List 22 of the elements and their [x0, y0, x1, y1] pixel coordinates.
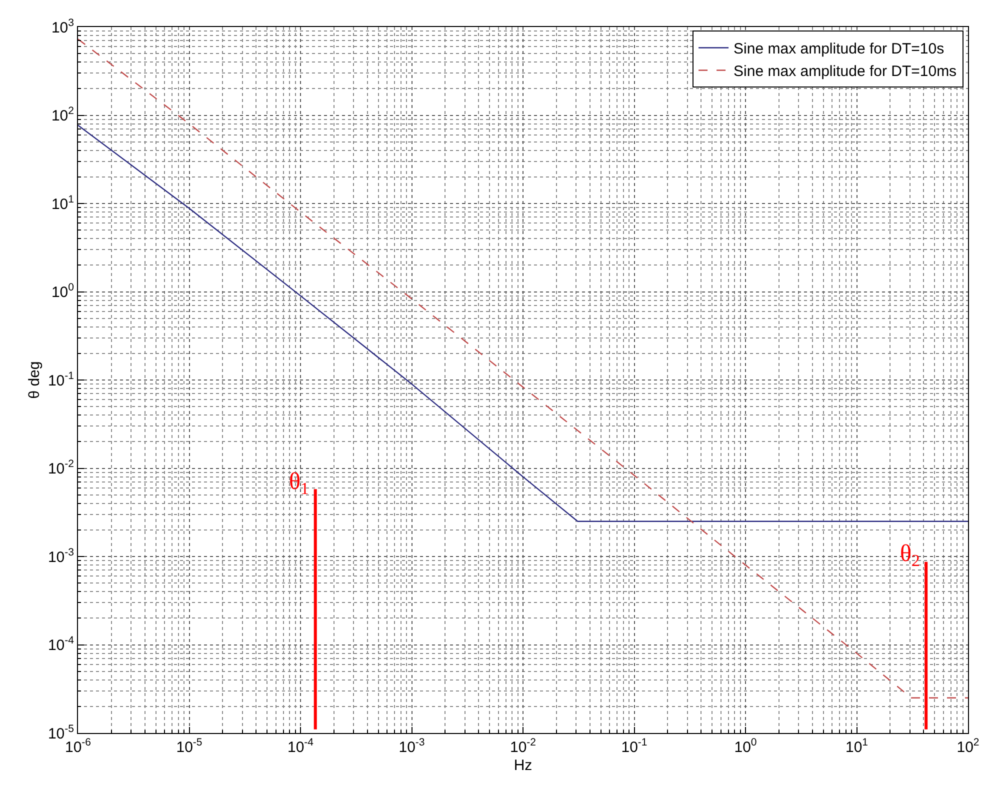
x-tick-label: 10$^{-5}$ — [176, 736, 202, 756]
x-tick-label: 10$^{1}$ — [845, 736, 868, 756]
x-tick-label: 10$^{0}$ — [734, 736, 757, 756]
y-tick-label: 10$^{-4}$ — [48, 634, 74, 654]
annotation: θ$_{1}$ — [289, 469, 309, 498]
legend-label: Sine max amplitude for DT=10s — [734, 40, 944, 58]
x-tick-label: 10$^{-3}$ — [398, 736, 425, 756]
x-tick-label: 10$^{-4}$ — [287, 736, 314, 756]
annotation: θ$_{2}$ — [900, 541, 920, 570]
y-tick-label: 10$^{3}$ — [51, 16, 74, 36]
y-tick-label: 10$^{-3}$ — [48, 546, 74, 566]
x-tick-label: 10$^{-2}$ — [510, 736, 536, 756]
x-axis-title: Hz — [514, 757, 532, 774]
y-tick-label: 10$^{0}$ — [51, 282, 74, 301]
legend-label: Sine max amplitude for DT=10ms — [734, 63, 957, 80]
y-tick-label: 10$^{-1}$ — [48, 370, 74, 390]
y-axis-title: θ deg — [26, 361, 44, 399]
y-tick-label: 10$^{2}$ — [51, 105, 74, 124]
y-tick-label: 10$^{1}$ — [51, 193, 74, 213]
x-tick-label: 10$^{-1}$ — [621, 736, 648, 756]
y-tick-label: 10$^{-2}$ — [48, 458, 74, 478]
x-tick-label: 10$^{2}$ — [956, 736, 980, 756]
